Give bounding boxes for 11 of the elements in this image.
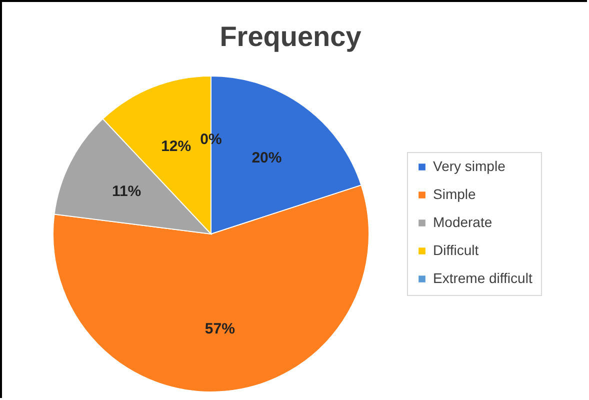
legend-label: Very simple	[433, 158, 506, 174]
legend-label: Moderate	[433, 214, 492, 230]
data-label: 12%	[161, 138, 192, 155]
chart-title: Frequency	[220, 21, 362, 52]
legend-label: Extreme difficult	[433, 270, 532, 286]
legend-label: Simple	[433, 186, 476, 202]
legend-label: Difficult	[433, 242, 479, 258]
data-label: 57%	[204, 320, 235, 338]
data-label: 11%	[112, 182, 142, 200]
data-label: 20%	[252, 149, 282, 166]
text: 0%	[200, 131, 222, 148]
